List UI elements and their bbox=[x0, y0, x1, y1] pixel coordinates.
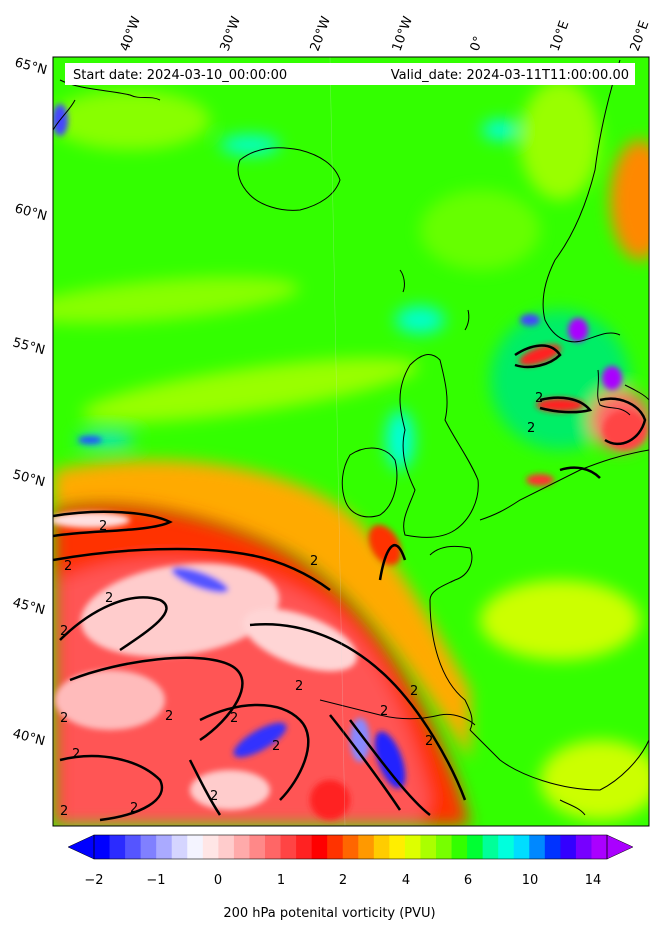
colorbar-swatch bbox=[187, 835, 204, 859]
contour-label: 2 bbox=[310, 554, 318, 569]
colorbar-swatch bbox=[373, 835, 390, 859]
lat-label: 65°N bbox=[13, 55, 49, 78]
colorbar-ticks: −2 −1 0 1 2 4 6 10 14 bbox=[84, 873, 601, 888]
colorbar-swatch bbox=[513, 835, 530, 859]
colorbar-swatch bbox=[280, 835, 297, 859]
colorbar-swatch bbox=[202, 835, 219, 859]
colorbar-swatch bbox=[482, 835, 499, 859]
contour-label: 2 bbox=[105, 591, 113, 606]
header-box bbox=[65, 63, 635, 85]
contour-label: 2 bbox=[230, 711, 238, 726]
colorbar-swatch bbox=[544, 835, 561, 859]
contour-label: 2 bbox=[272, 739, 280, 754]
contour-label: 2 bbox=[535, 391, 543, 406]
contour-label: 2 bbox=[72, 747, 80, 762]
colorbar-swatch bbox=[327, 835, 344, 859]
colorbar-tick: 4 bbox=[402, 873, 410, 888]
contour-label: 2 bbox=[380, 704, 388, 719]
colorbar-tick: 0 bbox=[214, 873, 222, 888]
colorbar-swatch bbox=[296, 835, 313, 859]
colorbar-swatch bbox=[498, 835, 515, 859]
colorbar-swatch bbox=[575, 835, 593, 859]
contour-label: 2 bbox=[60, 624, 68, 639]
colorbar-swatch bbox=[233, 835, 251, 859]
lon-label: 20°E bbox=[628, 19, 653, 54]
lon-label: 30°W bbox=[218, 14, 244, 53]
colorbar-swatch bbox=[404, 835, 422, 859]
colorbar-swatch bbox=[560, 835, 577, 859]
contour-label: 2 bbox=[295, 679, 303, 694]
contour-label: 2 bbox=[130, 801, 138, 816]
colorbar-swatches bbox=[94, 835, 608, 859]
colorbar-swatch bbox=[436, 835, 453, 859]
lat-label: 45°N bbox=[11, 595, 47, 618]
colorbar-tick: −2 bbox=[84, 873, 103, 888]
colorbar-swatch bbox=[342, 835, 359, 859]
colorbar-right-arrow bbox=[606, 834, 634, 860]
colorbar-swatch bbox=[529, 835, 546, 859]
colorbar-swatch bbox=[218, 835, 235, 859]
lat-label: 55°N bbox=[11, 335, 47, 358]
colorbar-tick: 1 bbox=[277, 873, 285, 888]
colorbar-left-arrow bbox=[67, 834, 95, 860]
contour-label: 2 bbox=[99, 519, 107, 534]
lon-label: 20°W bbox=[308, 14, 334, 53]
lon-label: 10°E bbox=[548, 19, 573, 54]
contour-label: 2 bbox=[165, 709, 173, 724]
lat-label: 40°N bbox=[11, 726, 47, 749]
lon-label: 0° bbox=[468, 34, 487, 53]
colorbar: −2 −1 0 1 2 4 6 10 14 bbox=[67, 834, 634, 888]
contour-label: 2 bbox=[410, 684, 418, 699]
colorbar-tick: 10 bbox=[522, 873, 539, 888]
colorbar-swatch bbox=[140, 835, 157, 859]
colorbar-swatch bbox=[125, 835, 142, 859]
colorbar-swatch bbox=[389, 835, 406, 859]
colorbar-swatch bbox=[358, 835, 375, 859]
colorbar-swatch bbox=[109, 835, 126, 859]
colorbar-swatch bbox=[467, 835, 484, 859]
colorbar-swatch bbox=[591, 835, 608, 859]
colorbar-swatch bbox=[156, 835, 173, 859]
latitude-labels: 65°N 60°N 55°N 50°N 45°N 40°N bbox=[11, 55, 49, 749]
contour-label: 2 bbox=[64, 559, 72, 574]
coastlines bbox=[53, 59, 649, 816]
contour-label: 2 bbox=[425, 734, 433, 749]
colorbar-swatch bbox=[94, 835, 111, 859]
colorbar-swatch bbox=[451, 835, 468, 859]
colorbar-swatch bbox=[249, 835, 266, 859]
contour-labels: 2 2 2 2 2 2 2 2 2 2 2 2 2 2 2 2 2 2 2 bbox=[60, 391, 543, 819]
pv-field: 2 2 2 2 2 2 2 2 2 2 2 2 2 2 2 2 2 2 2 bbox=[53, 57, 649, 826]
colorbar-tick: 14 bbox=[585, 873, 602, 888]
colorbar-swatch bbox=[265, 835, 282, 859]
lat-label: 50°N bbox=[11, 467, 47, 490]
lon-label: 40°W bbox=[118, 14, 144, 53]
valid-date-label: Valid_date: 2024-03-11T11:00:00.00 bbox=[391, 68, 629, 83]
colorbar-swatch bbox=[171, 835, 188, 859]
longitude-labels: 40°W 30°W 20°W 10°W 0° 10°E 20°E bbox=[118, 14, 653, 53]
start-date-label: Start date: 2024-03-10_00:00:00 bbox=[73, 68, 287, 83]
contour-label: 2 bbox=[60, 804, 68, 819]
colorbar-tick: 6 bbox=[464, 873, 472, 888]
lat-label: 60°N bbox=[13, 201, 49, 224]
colorbar-tick: −1 bbox=[146, 873, 165, 888]
lon-label: 10°W bbox=[390, 14, 416, 53]
contour-label: 2 bbox=[60, 711, 68, 726]
contour-label: 2 bbox=[210, 789, 218, 804]
pv-2-contours bbox=[53, 344, 647, 822]
colorbar-tick: 2 bbox=[339, 873, 347, 888]
colorbar-swatch bbox=[420, 835, 437, 859]
contour-label: 2 bbox=[527, 421, 535, 436]
colorbar-title: 200 hPa potenital vorticity (PVU) bbox=[223, 906, 436, 921]
colorbar-swatch bbox=[311, 835, 328, 859]
